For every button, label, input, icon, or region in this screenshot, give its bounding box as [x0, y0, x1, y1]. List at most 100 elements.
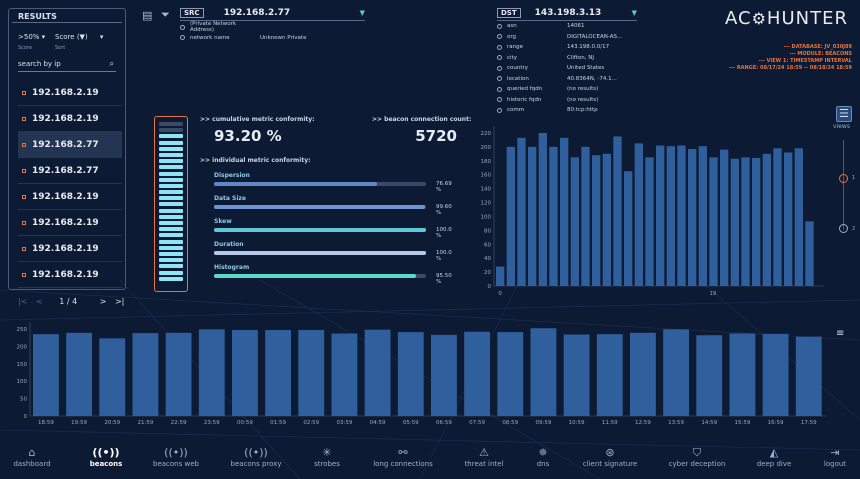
x-tick-label: 23:59 — [204, 420, 220, 426]
score-filter-dropdown[interactable]: >50% ▾ — [18, 33, 45, 41]
nav-beacons-proxy[interactable]: ((•)) beacons proxy — [221, 446, 291, 468]
nav-label: dashboard — [13, 460, 51, 468]
src-key: network name — [190, 34, 230, 41]
filter-icon[interactable]: ⏷ — [161, 8, 170, 21]
status-dot-icon — [22, 168, 26, 173]
nav-beacons-web[interactable]: ((•)) beacons web — [141, 446, 211, 468]
nav-dashboard[interactable]: ⌂ dashboard — [0, 446, 67, 468]
nav-label: threat intel — [464, 460, 504, 468]
nav-deep-dive[interactable]: ◭ deep dive — [739, 446, 809, 468]
deep-dive-icon: ◭ — [769, 446, 779, 459]
gauge-segment — [159, 239, 183, 244]
metric-name: Histogram — [214, 264, 250, 271]
search-input[interactable]: search by ip ⌕ — [18, 58, 116, 72]
histogram-bar — [709, 157, 718, 286]
timeline-bar — [563, 334, 590, 416]
dst-row: historic fqdn (no results) — [497, 95, 637, 106]
chevron-down-icon[interactable]: ▼ — [631, 9, 637, 17]
histogram-bar — [538, 132, 547, 286]
result-item[interactable]: 192.168.2.77 — [18, 158, 122, 184]
y-tick-label: 80 — [484, 228, 491, 234]
first-page-button[interactable]: |< — [18, 297, 28, 306]
histogram-bar — [613, 136, 622, 286]
histogram-bar — [741, 157, 750, 286]
prev-page-button[interactable]: < — [35, 297, 43, 306]
meta-line: --- RANGE: 08/17/24 18:59 -- 08/18/24 18… — [728, 65, 852, 71]
src-row: network name Unknown Private — [180, 33, 365, 44]
gear-icon: ⚙ — [751, 9, 767, 28]
metric-bar-row: Skew 100.0 % — [214, 218, 458, 241]
src-section: SRC 192.168.2.77 ▼ (Private Network Addr… — [180, 8, 365, 43]
metric-fill — [214, 228, 426, 232]
info-icon — [497, 86, 502, 92]
gauge-segment — [159, 251, 183, 256]
x-tick-label: 02:59 — [303, 420, 319, 426]
views-slider-track[interactable] — [843, 140, 844, 230]
nav-beacons[interactable]: ((•)) beacons — [71, 446, 141, 468]
histogram-bar — [624, 171, 633, 286]
page-indicator: 1 / 4 — [59, 297, 78, 306]
timeline-bar — [331, 333, 358, 416]
search-icon: ⌕ — [109, 59, 114, 68]
result-item[interactable]: 192.168.2.19 — [18, 184, 122, 210]
src-row: (Private Network Address) — [180, 21, 365, 33]
result-item[interactable]: 192.168.2.19 — [18, 236, 122, 262]
beacon-proxy-icon: ((•)) — [244, 446, 268, 459]
logo-text-right: HUNTER — [766, 8, 848, 29]
histogram-bar — [720, 149, 729, 286]
gauge-segment — [159, 233, 183, 238]
info-icon — [497, 34, 502, 40]
nav-long-connections[interactable]: ⚯ long connections — [368, 446, 438, 468]
nav-threat-intel[interactable]: ⚠ threat intel — [449, 446, 519, 468]
timeline-bar — [530, 328, 557, 416]
next-page-button[interactable]: > — [99, 297, 107, 306]
sort-dropdown[interactable]: Score (▼) ▾ — [55, 33, 103, 41]
meta-line: --- MODULE: BEACONS — [789, 51, 852, 57]
dst-divider — [497, 20, 637, 21]
nav-label: dns — [536, 460, 550, 468]
timeline-bar — [795, 336, 822, 416]
document-icon[interactable]: ▤ — [142, 9, 153, 22]
result-item[interactable]: 192.168.2.19 — [18, 210, 122, 236]
timeline-bar — [265, 330, 292, 416]
histogram-bar — [666, 146, 675, 286]
nav-cyber-deception[interactable]: ⛉ cyber deception — [662, 446, 732, 468]
result-item[interactable]: 192.168.2.19 — [18, 262, 122, 288]
chart-menu-icon[interactable]: ≡ — [836, 328, 845, 339]
histogram-bar — [698, 146, 707, 286]
x-tick-label: 07:59 — [469, 420, 485, 426]
fingerprint-icon: ⊛ — [605, 446, 615, 459]
result-item[interactable]: 192.168.2.19 — [18, 106, 122, 132]
dst-value: DIGITALOCEAN-AS... — [567, 33, 623, 40]
src-divider — [180, 20, 365, 21]
metric-bar-row: Data Size 99.60 % — [214, 195, 458, 218]
last-page-button[interactable]: >| — [114, 297, 125, 306]
timeline-bar — [33, 334, 59, 416]
dst-value: 40.8364N, -74.1... — [567, 75, 617, 82]
dst-value: 14061 — [567, 23, 585, 30]
nav-logout[interactable]: ⇥ logout — [800, 446, 860, 468]
nav-dns[interactable]: ✵ dns — [508, 446, 578, 468]
nav-client-signature[interactable]: ⊛ client signature — [575, 446, 645, 468]
conformity-gauge — [154, 116, 188, 292]
dst-label: DST — [497, 8, 521, 18]
views-slider-option[interactable] — [839, 224, 848, 233]
result-item[interactable]: 192.168.2.77 — [18, 132, 122, 158]
gauge-segment — [159, 165, 183, 170]
histogram-bar — [581, 146, 590, 286]
nav-strobes[interactable]: ✳ strobes — [292, 446, 362, 468]
result-item[interactable]: 192.168.2.19 — [18, 80, 122, 106]
views-button[interactable]: ☰ — [836, 106, 852, 122]
dst-row: queried fqdn (no results) — [497, 84, 637, 95]
dst-row: org DIGITALOCEAN-AS... — [497, 32, 637, 43]
histogram-bar — [602, 153, 611, 286]
meta-line: --- DATABASE: JV_030J89 — [783, 44, 852, 50]
list-icon: ☰ — [839, 107, 849, 120]
info-icon — [497, 76, 502, 82]
views-slider-handle[interactable] — [839, 174, 848, 183]
histogram-bar — [645, 157, 654, 286]
chevron-down-icon[interactable]: ▼ — [359, 9, 365, 17]
nav-label: cyber deception — [668, 460, 726, 468]
gauge-segment — [159, 227, 183, 232]
metric-fill — [214, 251, 426, 255]
